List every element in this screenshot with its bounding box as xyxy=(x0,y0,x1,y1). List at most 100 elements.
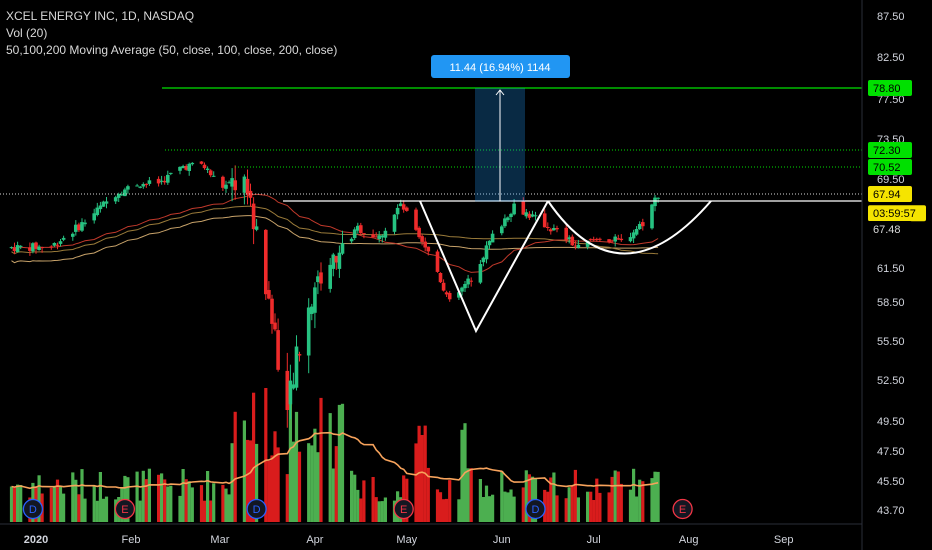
volume-bar xyxy=(586,491,590,522)
volume-bar xyxy=(445,498,449,522)
volume-bar xyxy=(592,500,596,522)
candle-body xyxy=(383,230,388,238)
volume-bar xyxy=(635,496,639,522)
candle-body xyxy=(380,235,385,238)
volume-bar xyxy=(598,492,602,522)
candle-body xyxy=(40,247,44,249)
candle-body xyxy=(426,246,431,252)
volume-bar xyxy=(435,489,440,522)
volume-bar xyxy=(273,431,277,522)
volume-bar xyxy=(337,404,341,522)
volume-bar xyxy=(92,485,96,522)
candle-body xyxy=(509,213,513,217)
candle-body xyxy=(447,293,452,300)
candle-body xyxy=(135,185,139,187)
candle-body xyxy=(205,168,210,170)
pattern-drawings[interactable]: 11.44 (16.94%) 1144 xyxy=(0,55,862,334)
candle-body xyxy=(9,247,14,249)
candle-body xyxy=(619,238,624,241)
candle-body xyxy=(18,245,23,247)
volume-bar xyxy=(227,494,231,522)
candle-body xyxy=(34,242,38,249)
candle-body xyxy=(294,346,299,388)
candle-body xyxy=(567,237,571,240)
volume-bar xyxy=(138,500,142,522)
event-circle xyxy=(246,498,267,520)
candle-body xyxy=(533,215,538,217)
event-marker-dividend[interactable]: D xyxy=(22,498,44,520)
candle-body xyxy=(395,207,400,215)
candle-body xyxy=(466,278,470,285)
candle-body xyxy=(637,224,642,229)
volume-bar xyxy=(294,411,299,522)
volume-bar xyxy=(383,497,387,522)
candle-body xyxy=(374,236,378,238)
candle-body xyxy=(230,178,234,187)
volume-ma-line xyxy=(11,431,659,490)
candle-body xyxy=(542,213,547,228)
volume-bar xyxy=(242,420,246,522)
measure-arrowhead xyxy=(495,89,505,96)
volume-bar xyxy=(359,498,363,522)
volume-bar xyxy=(141,470,145,522)
candle-body xyxy=(530,214,535,217)
volume-bar xyxy=(503,491,507,522)
volume-bar xyxy=(291,441,295,522)
candle-body xyxy=(285,370,290,410)
candle-body xyxy=(487,240,492,246)
price-tick-label: 52.50 xyxy=(877,375,905,387)
volume-bar xyxy=(199,485,204,522)
candle-body xyxy=(607,239,611,243)
event-circle xyxy=(114,498,136,520)
candle-body xyxy=(28,247,32,251)
volume-bar xyxy=(491,494,495,522)
volume-bar xyxy=(546,491,550,522)
moving-average-indicator-label[interactable]: 50,100,200 Moving Average (50, close, 10… xyxy=(6,43,338,57)
candle-body xyxy=(610,240,614,242)
event-marker-earnings[interactable]: E xyxy=(393,498,414,520)
v-bottom-shape xyxy=(419,200,549,334)
candle-body xyxy=(650,204,654,229)
volume-bar xyxy=(52,486,56,522)
candle-body xyxy=(270,298,274,324)
event-marker-earnings[interactable]: E xyxy=(114,498,136,520)
volume-bar xyxy=(638,479,642,522)
volume-bar xyxy=(457,499,461,522)
volume-indicator-label[interactable]: Vol (20) xyxy=(6,26,48,40)
candle-body xyxy=(352,229,357,238)
event-letter: E xyxy=(679,504,686,516)
volume-bar xyxy=(206,471,210,522)
price-tick-label: 69.50 xyxy=(877,174,905,186)
candle-body xyxy=(414,209,418,230)
moving-averages xyxy=(11,193,659,273)
volume-bar xyxy=(163,479,167,522)
volume-bar xyxy=(83,498,87,522)
volume-bar xyxy=(62,493,66,522)
volume-bar xyxy=(613,470,617,522)
event-marker-dividend[interactable]: D xyxy=(525,498,546,520)
candle-body xyxy=(331,254,336,269)
event-marker-earnings[interactable]: E xyxy=(672,498,693,520)
volume-bar xyxy=(469,468,473,522)
symbol-title[interactable]: XCEL ENERGY INC, 1D, NASDAQ xyxy=(6,9,195,23)
candle-body xyxy=(162,180,167,183)
volume-bar xyxy=(202,500,207,522)
volume-bar xyxy=(267,460,271,522)
candle-body xyxy=(120,194,124,196)
volume-bar xyxy=(650,478,654,522)
volume-bar xyxy=(524,470,528,522)
candle-body xyxy=(61,237,66,240)
event-marker-dividend[interactable]: D xyxy=(246,498,267,520)
volume-bar xyxy=(95,500,99,522)
price-tick-label: 47.50 xyxy=(877,446,905,458)
candle-body xyxy=(233,180,237,191)
candle-body xyxy=(273,322,277,330)
candle-body xyxy=(166,174,170,183)
event-circle xyxy=(22,498,44,520)
volume-bar xyxy=(178,495,182,522)
volume-bar xyxy=(512,496,516,522)
candle-body xyxy=(221,176,225,188)
candle-body xyxy=(631,232,636,239)
